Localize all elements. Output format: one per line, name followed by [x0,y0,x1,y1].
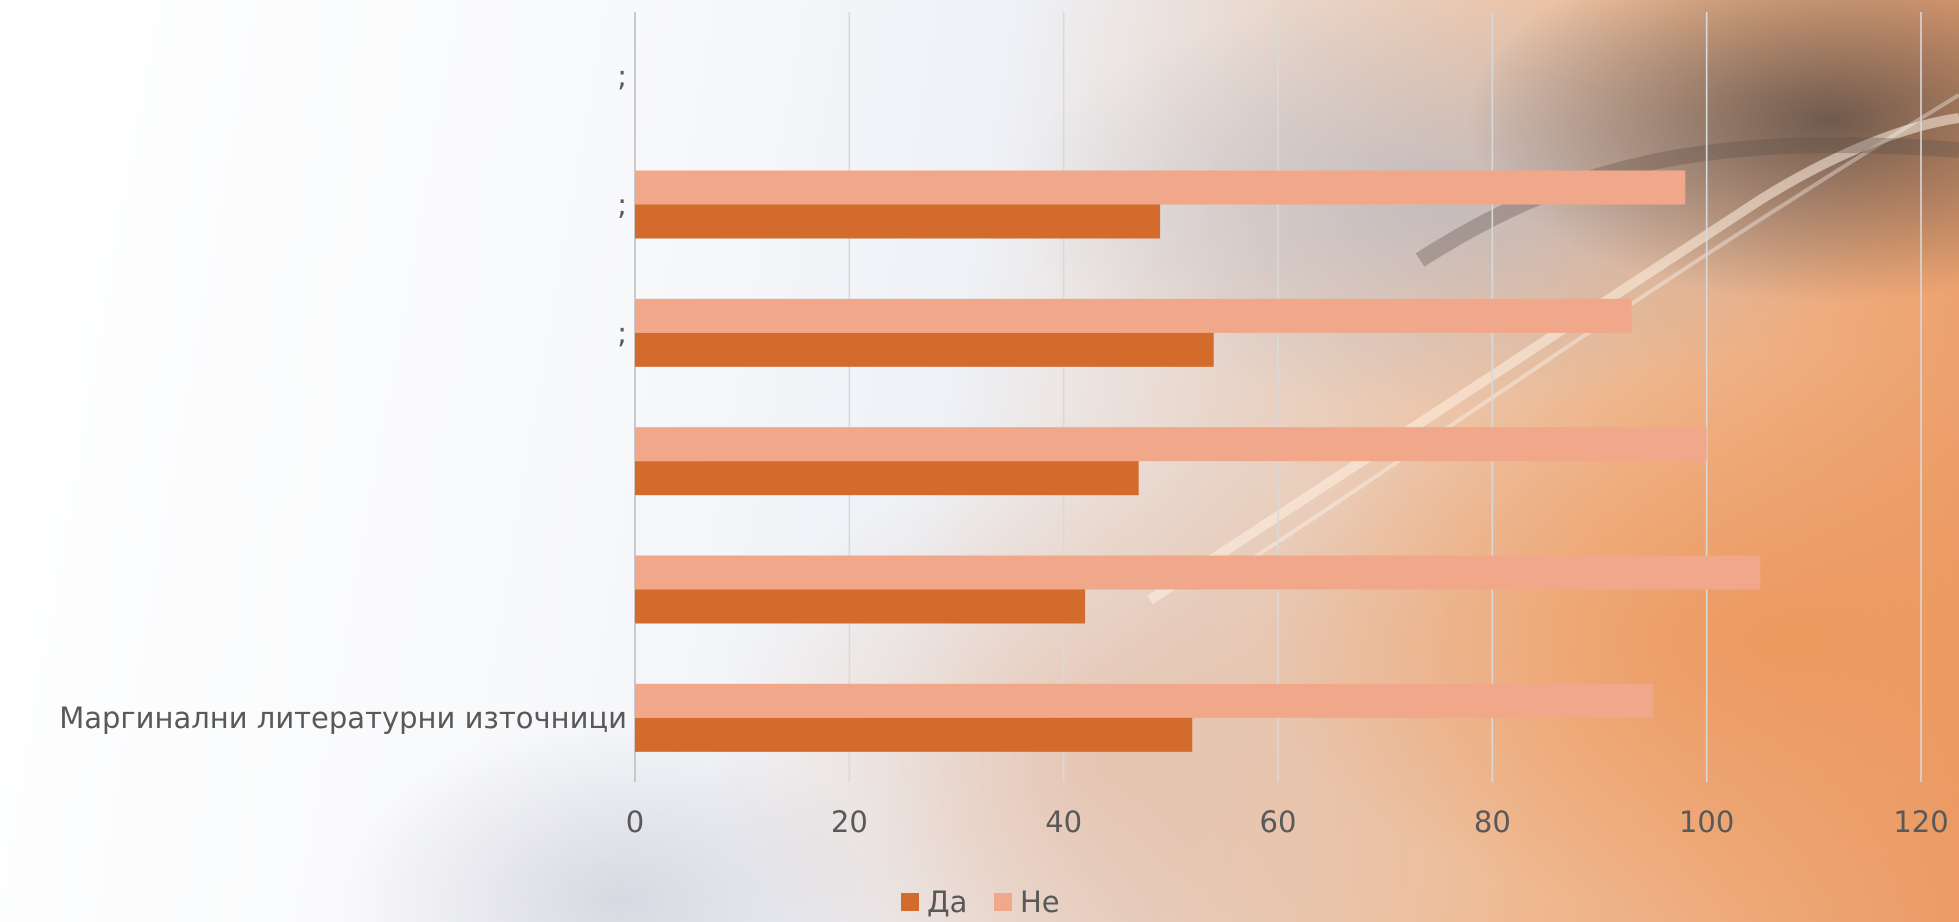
bars [635,170,1761,752]
bar-da [635,461,1139,496]
x-tick-label: 100 [1679,805,1734,839]
bar-ne [635,683,1654,718]
bar-da [635,717,1193,752]
y-category-label: ; [617,316,627,350]
gridlines [634,12,1922,782]
legend-swatch-da [901,893,919,911]
x-tick-label: 120 [1893,805,1948,839]
bar-da [635,204,1161,239]
y-category-label: Маргинални литературни източници [59,701,627,735]
bar-ne [635,170,1686,205]
y-axis-categories: Маргинални литературни източници;;; [59,59,627,735]
x-tick-label: 80 [1474,805,1511,839]
y-category-label: ; [617,59,627,93]
x-tick-label: 0 [626,805,644,839]
legend-label-ne: Не [1020,885,1060,919]
legend-swatch-ne [994,893,1012,911]
y-category-label: ; [617,188,627,222]
legend-label-da: Да [927,885,967,919]
bar-ne [635,298,1632,333]
x-tick-label: 40 [1045,805,1082,839]
bar-ne [635,555,1761,590]
legend: Да Не [901,885,1060,919]
bar-da [635,332,1214,367]
x-axis-ticks: 0 20 40 60 80 100 120 [626,805,1949,839]
x-tick-label: 20 [831,805,868,839]
x-tick-label: 60 [1260,805,1297,839]
bar-ne [635,427,1707,462]
bar-da [635,589,1086,624]
